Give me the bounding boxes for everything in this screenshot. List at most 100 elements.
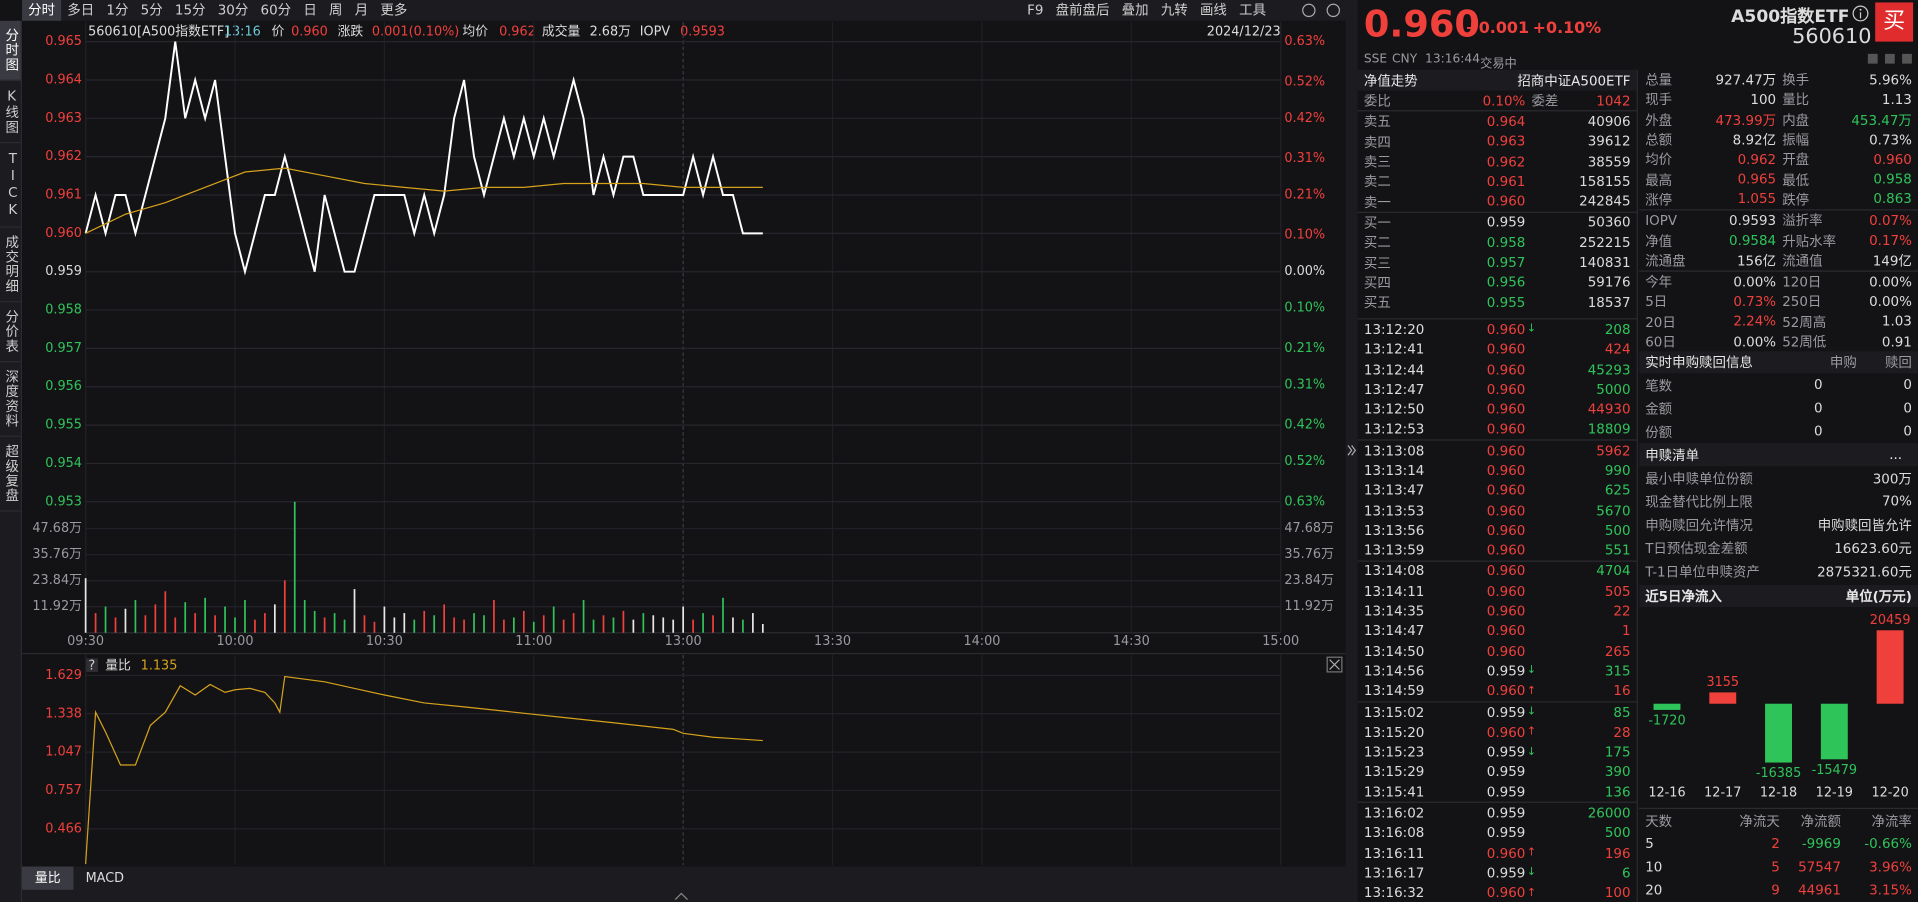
order-label: 卖五 bbox=[1363, 114, 1391, 131]
tab[interactable]: 15分 bbox=[174, 2, 206, 19]
help-icon[interactable] bbox=[1326, 3, 1341, 18]
tab[interactable]: 5分 bbox=[140, 2, 163, 19]
tick-volume: 5670 bbox=[1596, 502, 1631, 519]
stats-row: 流通盘 156亿 流通值 149亿 bbox=[1639, 250, 1918, 270]
order-diff-value: 1042 bbox=[1596, 92, 1631, 109]
tick-time: 13:14:08 bbox=[1363, 563, 1425, 580]
y2-tick-label: 0.63% bbox=[1284, 34, 1325, 49]
stat-value: 156亿 bbox=[1736, 253, 1777, 270]
y2-tick-label: 0.52% bbox=[1284, 454, 1325, 469]
side-tab[interactable]: TICK bbox=[0, 143, 21, 228]
y-tick-label: 1.047 bbox=[45, 745, 82, 760]
tab[interactable]: 1分 bbox=[106, 2, 129, 19]
volume-bar bbox=[214, 615, 216, 633]
tick-row: 13:14:56 0.959 ↓ 315 bbox=[1358, 661, 1637, 681]
icon[interactable] bbox=[1884, 53, 1895, 64]
tick-row: 13:13:47 0.960 625 bbox=[1358, 481, 1637, 501]
inflow-table-cell: 9 bbox=[1771, 882, 1780, 899]
info-icon[interactable] bbox=[1852, 5, 1869, 22]
y2-tick-label: 0.63% bbox=[1284, 494, 1325, 509]
inflow-date: 12-19 bbox=[1816, 786, 1853, 801]
tool[interactable]: 叠加 bbox=[1121, 2, 1149, 19]
tick-row: 13:16:08 0.959 500 bbox=[1358, 823, 1637, 843]
tick-row: 13:13:59 0.960 551 bbox=[1358, 540, 1637, 560]
tab[interactable]: 周 bbox=[329, 2, 343, 19]
order-row: 卖二 0.961 158155 bbox=[1358, 172, 1637, 192]
redemption-value: 16623.60元 bbox=[1834, 540, 1912, 557]
stat-value: 5.96% bbox=[1869, 71, 1912, 88]
tick-row: 13:15:02 0.959 ↓ 85 bbox=[1357, 701, 1637, 722]
tab[interactable]: 更多 bbox=[380, 2, 408, 19]
order-volume: 252215 bbox=[1579, 234, 1631, 251]
redemption-label: T-1日单位申赎资产 bbox=[1645, 563, 1760, 580]
tick-price: 0.960 bbox=[1486, 341, 1526, 358]
stat-label: 52周高 bbox=[1782, 314, 1827, 331]
buy-button[interactable]: 买 bbox=[1875, 2, 1914, 42]
side-tab[interactable]: 成交明细 bbox=[0, 228, 21, 303]
icon[interactable] bbox=[1902, 53, 1912, 64]
stats-group: 今年 0.00% 120日 0.00% 5日 0.73% 250日 0.00% 20日 2.24%… bbox=[1639, 270, 1918, 351]
inflow-date: 12-20 bbox=[1871, 786, 1908, 801]
tick-price: 0.960 bbox=[1486, 603, 1526, 620]
icon[interactable] bbox=[1867, 53, 1878, 64]
side-tab[interactable]: K线图 bbox=[0, 81, 21, 144]
tick-price: 0.960 bbox=[1486, 542, 1526, 559]
side-tab[interactable]: 分价表 bbox=[0, 302, 21, 363]
redemption-more[interactable]: ... bbox=[1889, 446, 1903, 463]
order-price: 0.960 bbox=[1486, 193, 1526, 210]
tick-row: 13:15:20 0.960 ↑ 28 bbox=[1358, 722, 1637, 742]
order-row: 买三 0.957 140831 bbox=[1358, 253, 1637, 273]
tick-time: 13:15:02 bbox=[1363, 704, 1425, 721]
volume-bar bbox=[104, 606, 107, 633]
tick-arrow: ↑ bbox=[1526, 847, 1537, 860]
tick-list: 13:12:20 0.960 ↓ 208 13:12:41 0.960 424 13:12:4… bbox=[1357, 318, 1637, 902]
inflow-header: 近5日净流入 单位(万元) bbox=[1639, 585, 1918, 608]
tool[interactable]: 画线 bbox=[1199, 2, 1227, 19]
tool[interactable]: 工具 bbox=[1239, 2, 1267, 19]
tool[interactable]: F9 bbox=[1027, 2, 1044, 19]
tick-time: 13:14:50 bbox=[1363, 643, 1425, 660]
volume-bar bbox=[712, 615, 714, 633]
tick-time: 13:16:32 bbox=[1363, 885, 1425, 902]
expand-icon[interactable] bbox=[674, 892, 688, 900]
inflow-table-cell: 57547 bbox=[1798, 859, 1841, 876]
tick-price: 0.960 bbox=[1486, 502, 1526, 519]
stat-value: 0.00% bbox=[1869, 273, 1912, 290]
volume-bar bbox=[722, 597, 724, 633]
side-tab[interactable]: 超级复盘 bbox=[0, 437, 21, 512]
tab[interactable]: 月 bbox=[354, 2, 369, 19]
side-tab[interactable]: 深度资料 bbox=[0, 362, 21, 437]
y-tick-label: 0.959 bbox=[45, 264, 82, 279]
stat-value: 0.00% bbox=[1869, 293, 1912, 310]
tab[interactable]: 分时 bbox=[22, 0, 62, 21]
volume-bar bbox=[273, 604, 276, 633]
close-icon[interactable] bbox=[1326, 656, 1343, 673]
help-box[interactable] bbox=[85, 658, 98, 672]
y2-tick-label: 47.68万 bbox=[1284, 521, 1334, 536]
tick-volume: 1 bbox=[1621, 623, 1631, 640]
volume-bar bbox=[752, 613, 754, 633]
tool[interactable]: 九转 bbox=[1160, 2, 1188, 19]
stat-label: 量比 bbox=[1782, 92, 1810, 109]
tab[interactable]: 60分 bbox=[260, 2, 292, 19]
tab[interactable]: 30分 bbox=[217, 2, 249, 19]
tab[interactable]: 日 bbox=[303, 2, 317, 19]
volume-bar bbox=[612, 617, 615, 633]
volume-bar bbox=[662, 617, 665, 633]
y-tick-label: 0.953 bbox=[45, 494, 82, 509]
side-tab[interactable]: 分时图 bbox=[0, 20, 21, 81]
tool[interactable]: 盘前盘后 bbox=[1055, 2, 1110, 19]
collapse-icon[interactable] bbox=[1347, 445, 1357, 456]
stat-value: 0.73% bbox=[1733, 293, 1777, 310]
stats-row: 总量 927.47万 换手 5.96% bbox=[1639, 70, 1918, 90]
stats-group: 总量 927.47万 换手 5.96% 现手 100 量比 1.13 外盘 473.99万 内盘 45… bbox=[1639, 70, 1918, 210]
tick-volume: 265 bbox=[1604, 643, 1631, 660]
x-tick-label: 14:30 bbox=[1113, 634, 1150, 649]
y2-tick-label: 0.10% bbox=[1284, 228, 1325, 243]
tick-arrow: ↑ bbox=[1526, 886, 1537, 900]
header-volume-label: 成交量 bbox=[542, 23, 581, 39]
inflow-unit: 单位(万元) bbox=[1845, 588, 1912, 605]
tab[interactable]: 多日 bbox=[67, 2, 95, 19]
settings-icon[interactable] bbox=[1302, 3, 1316, 18]
volume-bar bbox=[423, 610, 426, 633]
